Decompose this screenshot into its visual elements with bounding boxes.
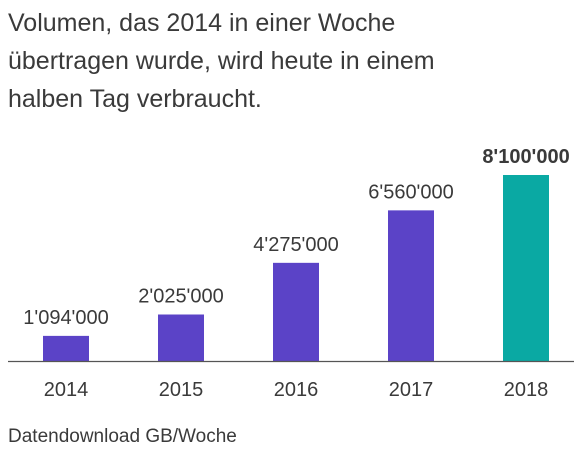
category-label-2018: 2018 [504,379,549,401]
value-label-2014: 1'094'000 [23,307,109,329]
value-label-2016: 4'275'000 [253,234,339,256]
bar-2014 [43,335,89,361]
category-label-2014: 2014 [44,379,89,401]
value-label-2018: 8'100'000 [482,146,569,168]
category-label-2015: 2015 [159,379,204,401]
bar-2017 [388,210,434,361]
chart-title-line-2: übertragen wurde, wird heute in einem [8,47,435,75]
category-label-2017: 2017 [389,379,434,401]
bar-2016 [273,262,319,361]
value-label-2015: 2'025'000 [138,286,224,308]
value-label-2017: 6'560'000 [368,181,454,203]
chart-title: Volumen, das 2014 in einer Woche übertra… [8,4,568,118]
category-label-2016: 2016 [274,379,319,401]
chart-footnote: Datendownload GB/Woche [8,426,237,447]
bar-2015 [158,314,204,361]
chart-title-line-3: halben Tag verbraucht. [8,85,262,113]
chart-title-line-1: Volumen, das 2014 in einer Woche [8,9,396,37]
bar-2018 [503,175,549,361]
